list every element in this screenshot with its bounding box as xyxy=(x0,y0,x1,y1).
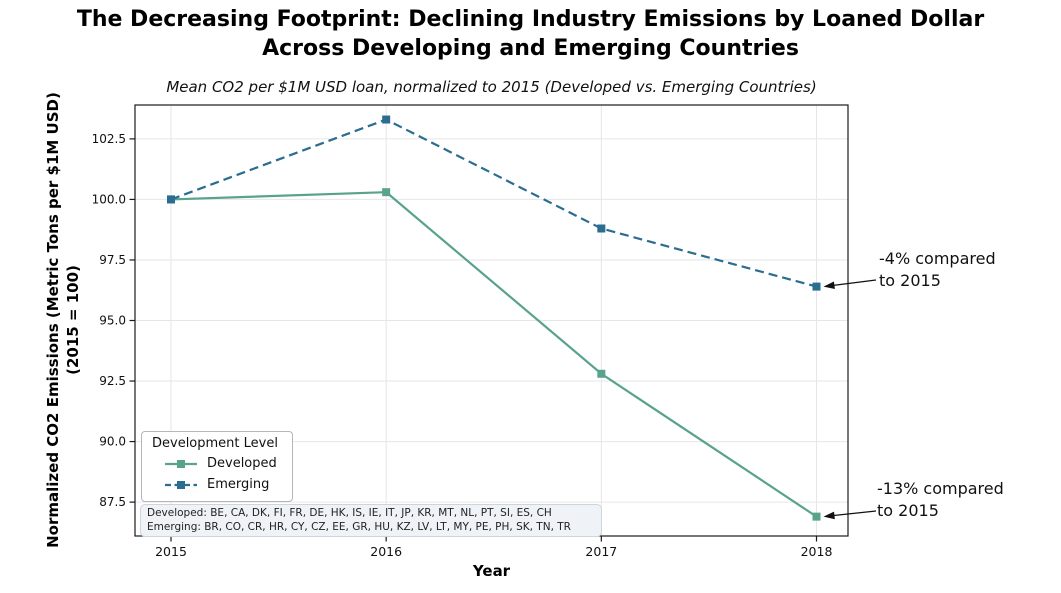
annotation-emerging-change: -4% compared to 2015 xyxy=(879,249,996,290)
svg-text:92.5: 92.5 xyxy=(99,374,126,388)
chart-title-line2: Across Developing and Emerging Countries xyxy=(262,36,799,61)
legend-label-emerging: Emerging xyxy=(207,477,270,492)
y-axis-label-line1: Normalized CO2 Emissions (Metric Tons pe… xyxy=(44,92,62,548)
svg-text:100.0: 100.0 xyxy=(92,192,126,206)
legend-swatch-emerging-icon xyxy=(165,480,197,489)
svg-text:2015: 2015 xyxy=(155,544,187,559)
svg-text:2018: 2018 xyxy=(801,544,833,559)
svg-text:90.0: 90.0 xyxy=(99,435,126,449)
legend: Development Level Developed Emerging xyxy=(141,431,293,502)
chart-title: The Decreasing Footprint: Declining Indu… xyxy=(0,5,1061,63)
y-axis-label-line2: (2015 = 100) xyxy=(64,265,82,375)
y-axis-label: Normalized CO2 Emissions (Metric Tons pe… xyxy=(43,60,83,580)
svg-text:87.5: 87.5 xyxy=(99,495,126,509)
country-list-footnote: Developed: BE, CA, DK, FI, FR, DE, HK, I… xyxy=(140,504,602,537)
svg-text:2017: 2017 xyxy=(585,544,617,559)
legend-entry-emerging: Emerging xyxy=(164,475,286,494)
annotation-developed-change: -13% compared to 2015 xyxy=(877,479,1004,520)
svg-text:102.5: 102.5 xyxy=(92,132,126,146)
svg-text:95.0: 95.0 xyxy=(99,314,126,328)
chart-title-line1: The Decreasing Footprint: Declining Indu… xyxy=(76,7,985,32)
footnote-emerging-countries: Emerging: BR, CO, CR, HR, CY, CZ, EE, GR… xyxy=(147,520,571,533)
legend-label-developed: Developed xyxy=(207,456,277,471)
legend-entry-developed: Developed xyxy=(164,454,286,473)
x-axis-label: Year xyxy=(472,562,511,580)
footnote-developed-countries: Developed: BE, CA, DK, FI, FR, DE, HK, I… xyxy=(147,507,552,519)
legend-swatch-developed-icon xyxy=(165,459,197,468)
chart-subtitle: Mean CO2 per $1M USD loan, normalized to… xyxy=(166,78,817,96)
svg-text:97.5: 97.5 xyxy=(99,253,126,267)
legend-title: Development Level xyxy=(152,436,278,451)
svg-text:2016: 2016 xyxy=(370,544,402,559)
